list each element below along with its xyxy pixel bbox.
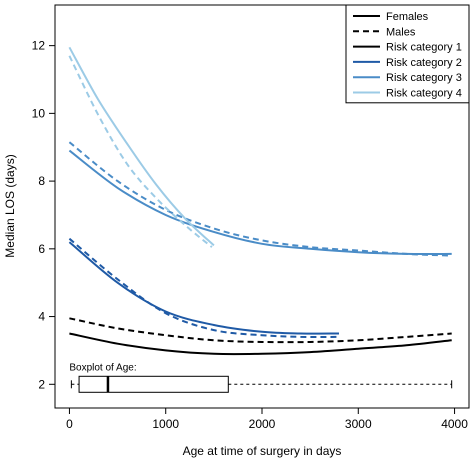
series-lines	[68, 46, 452, 356]
y-tick-label: 6	[38, 242, 45, 256]
x-tick-label: 1000	[152, 417, 179, 431]
boxplot-label: Boxplot of Age:	[69, 362, 136, 373]
age-boxplot: Boxplot of Age:	[69, 362, 453, 393]
x-tick-label: 3000	[345, 417, 372, 431]
series-line-risk-3-male	[68, 141, 452, 257]
legend-label: Risk category 3	[386, 72, 462, 84]
series-line-risk-1-male	[69, 317, 452, 344]
y-tick-label: 12	[32, 39, 46, 53]
legend-label: Males	[386, 26, 416, 38]
legend-label: Females	[386, 11, 429, 23]
x-tick-label: 0	[66, 417, 73, 431]
series-line-risk-1-female	[69, 332, 452, 356]
series-line-risk-3-female	[68, 149, 452, 256]
legend-box	[345, 4, 470, 104]
x-axis-title: Age at time of surgery in days	[183, 444, 342, 458]
y-tick-label: 8	[38, 174, 45, 188]
series-line-risk-2-male	[68, 237, 340, 339]
series-line-risk-4-male	[68, 55, 213, 248]
y-tick-label: 10	[32, 106, 46, 120]
x-tick-label: 2000	[249, 417, 276, 431]
y-tick-label: 4	[38, 310, 45, 324]
legend-label: Risk category 4	[386, 88, 462, 100]
y-axis-title: Median LOS (days)	[3, 154, 17, 257]
legend: Females Males Risk category 1 Risk category…	[345, 4, 470, 104]
boxplot-box	[78, 375, 229, 393]
legend-label: Risk category 2	[386, 57, 462, 69]
y-axis: 2 4 6 8 10 12	[32, 39, 56, 391]
series-line-risk-4-female	[68, 46, 215, 247]
x-tick-label: 4000	[441, 417, 468, 431]
x-axis: 0 1000 2000 3000 4000	[66, 407, 468, 431]
y-tick-label: 2	[38, 377, 45, 391]
series-line-risk-2-female	[68, 241, 340, 335]
legend-label: Risk category 1	[386, 42, 462, 54]
